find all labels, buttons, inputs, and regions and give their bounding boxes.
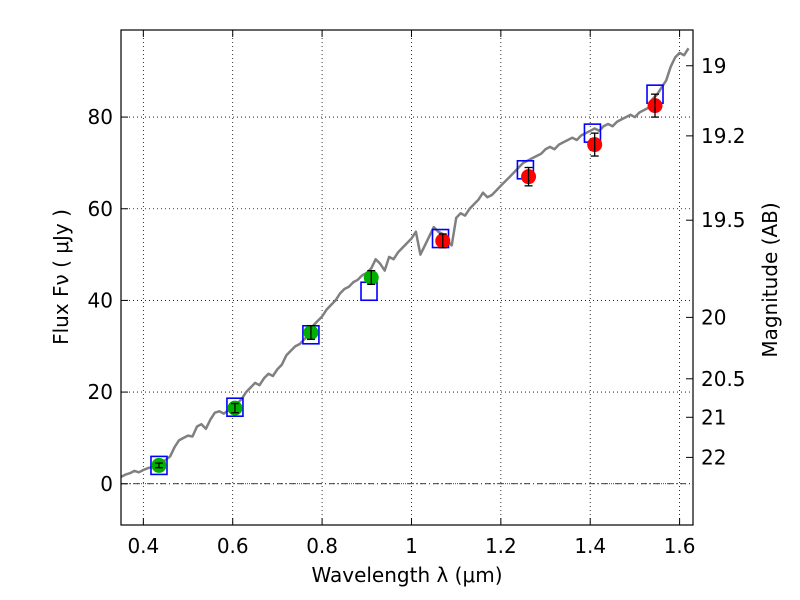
x-tick-label: 0.6 [217,534,249,558]
y-tick-labels: 0 20 40 60 80 [88,105,113,496]
x-tick-labels: 0.4 0.6 0.8 1 1.2 1.4 1.6 [127,534,695,558]
x-tick-label: 0.8 [306,534,338,558]
right-axis-title: Magnitude (AB) [758,202,782,357]
magnitude-tick-label: 19 [701,54,726,78]
y-tick-label: 60 [88,197,113,221]
plot-area [121,30,693,525]
magnitude-tick-label: 19.5 [701,208,746,232]
plot-frame [120,29,694,526]
photometry-points [151,93,663,473]
y-tick-label: 0 [100,472,113,496]
x-tick-label: 1.4 [574,534,606,558]
x-tick-label: 1 [405,534,418,558]
magnitude-tick-label: 19.2 [701,124,746,148]
x-tick-label: 1.2 [485,534,517,558]
magnitude-tick-label: 20.5 [701,367,746,391]
model-square [150,455,168,476]
grid [121,30,693,525]
y-axis-title: Flux Fν ( μJy ) [49,209,73,345]
y-tick-label: 20 [88,380,113,404]
magnitude-tick-labels: 19 19.2 19.5 20 20.5 21 22 [701,54,746,470]
spectrum-layer [120,47,690,479]
model-square [226,397,244,418]
spectrum-line [120,47,690,479]
x-axis-title: Wavelength λ (μm) [311,563,502,587]
magnitude-tick-label: 22 [701,445,726,469]
magnitude-tick-label: 21 [701,405,726,429]
magnitude-tick-label: 20 [701,305,726,329]
x-tick-label: 1.6 [664,534,696,558]
y-tick-label: 80 [88,105,113,129]
axis-ticks [121,30,693,525]
y-tick-label: 40 [88,288,113,312]
x-tick-label: 0.4 [127,534,159,558]
